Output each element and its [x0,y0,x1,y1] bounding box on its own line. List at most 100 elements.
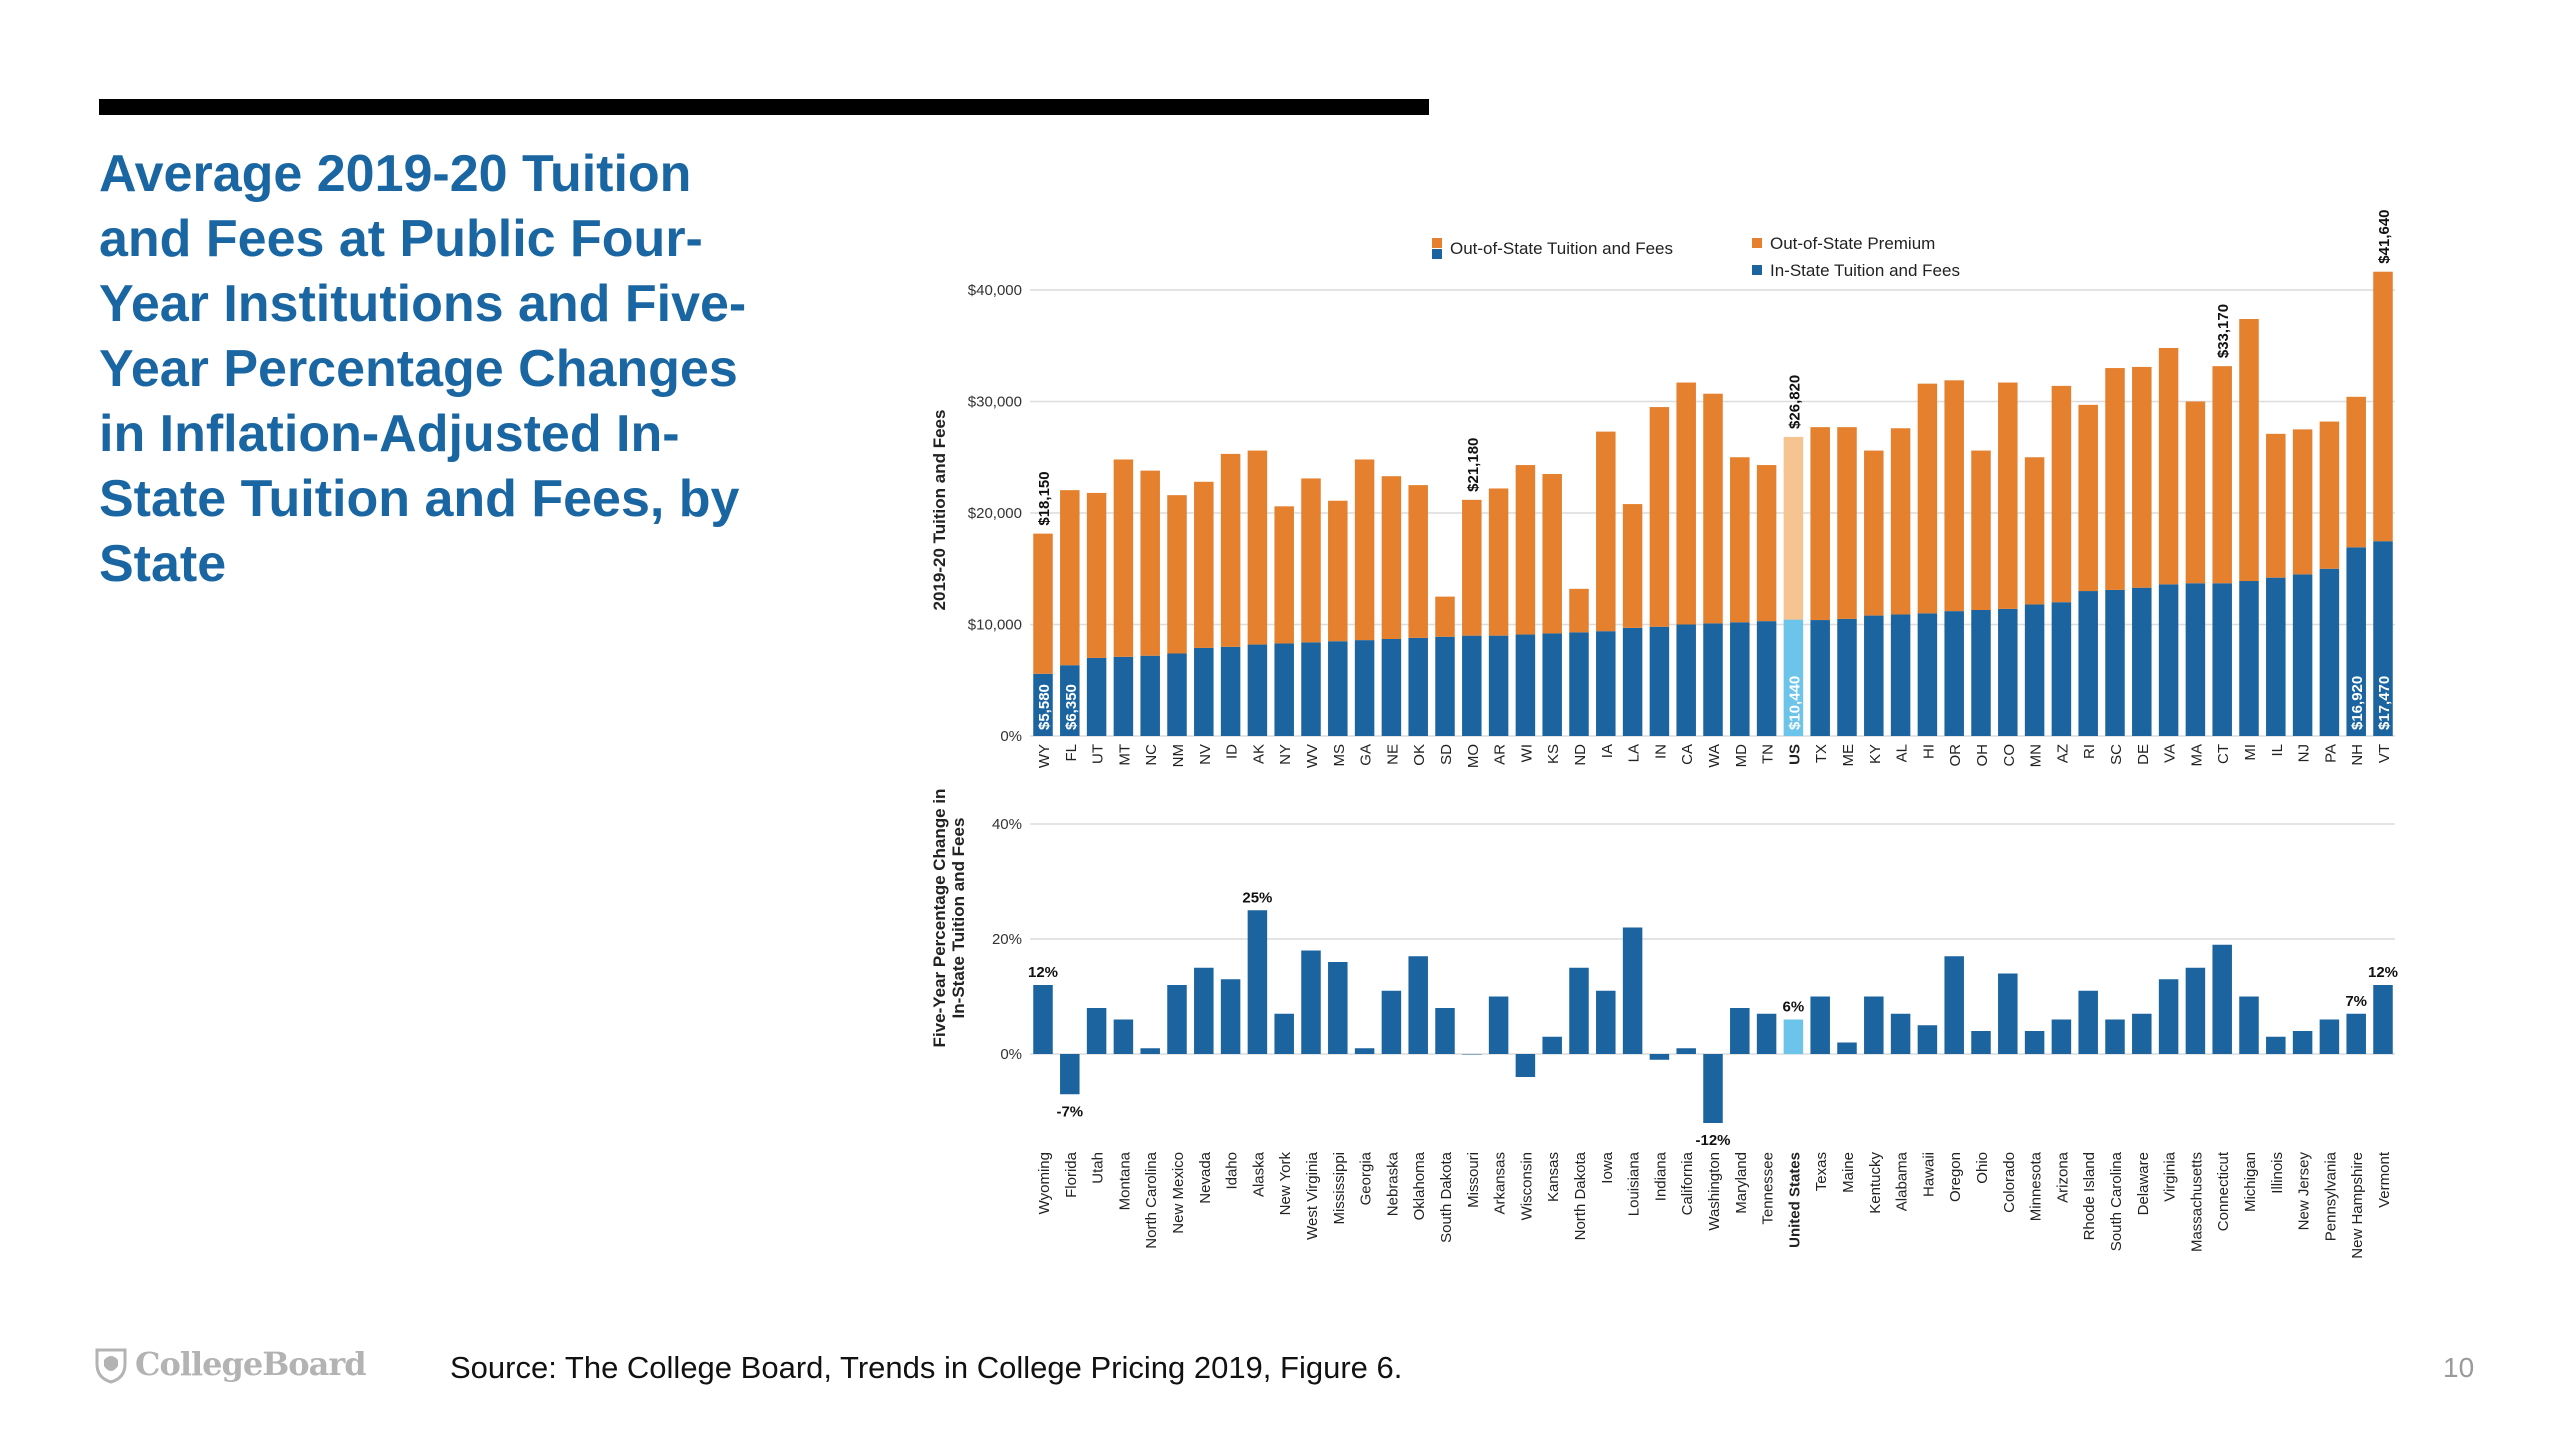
in-state-bar [1971,610,1991,736]
pct-change-bar [2239,996,2259,1054]
premium-bar [1033,533,1053,674]
pct-change-bar [1837,1042,1857,1054]
top-y-tick-label: 0% [1000,728,1022,745]
bottom-x-tick-label: Hawaii [1920,1152,1937,1197]
premium-bar [1703,393,1723,624]
top-x-tick-label: SC [2108,744,2125,765]
in-state-bar [1703,623,1723,736]
top-x-tick-label: IA [1599,744,1616,758]
in-state-data-label: $5,580 [1036,684,1053,730]
top-x-tick-label: ME [1840,744,1857,767]
pct-change-bar [1194,967,1214,1054]
top-x-tick-label: WI [1518,744,1535,762]
premium-bar [1247,450,1268,645]
bottom-x-tick-label: California [1679,1151,1696,1215]
in-state-bar [1944,611,1964,736]
top-x-tick-label: WY [1036,744,1053,768]
top-x-tick-label: AZ [2054,744,2071,763]
top-x-tick-label: CT [2215,744,2232,764]
in-state-data-label: $16,920 [2349,676,2366,730]
top-x-tick-label: NM [1170,744,1187,767]
top-x-tick-label: ID [1224,744,1241,759]
premium-bar [1890,428,1911,615]
top-y-tick-label: $20,000 [968,505,1022,522]
premium-bar [1167,495,1187,654]
in-state-bar [1113,656,1134,736]
premium-bar [1194,481,1214,648]
in-state-bar [1381,638,1402,736]
top-x-tick-label: AL [1894,744,1911,762]
bottom-x-tick-label: Wisconsin [1518,1152,1535,1220]
in-state-bar [1917,613,1938,736]
pct-change-bar [2105,1019,2125,1054]
premium-bar [1569,588,1589,633]
in-state-bar [2239,581,2259,736]
premium-bar [1756,465,1777,622]
in-state-bar [1274,643,1294,736]
premium-bar [1462,499,1482,636]
premium-bar [2373,271,2393,542]
pct-change-bar [2292,1031,2313,1054]
premium-bar [1810,427,1830,621]
premium-bar [1596,431,1616,632]
in-state-bar [1033,673,1053,736]
legend-label-out-of-state: Out-of-State Tuition and Fees [1450,239,1673,258]
bottom-x-tick-label: South Carolina [2108,1151,2125,1251]
premium-bar [1086,492,1107,658]
premium-bar [2292,429,2313,575]
bottom-y-axis-label-line-1: Five-Year Percentage Change in [930,789,949,1048]
bottom-x-tick-label: Michigan [2242,1152,2259,1212]
total-data-label: $26,820 [1786,375,1803,429]
top-y-axis-label: 2019-20 Tuition and Fees [930,410,949,611]
top-x-tick-label: KY [1867,744,1884,764]
premium-bar [1837,427,1857,619]
premium-bar [2078,404,2098,592]
top-rule [99,99,1429,115]
pct-change-bar [1676,1048,1696,1054]
in-state-bar [1569,632,1589,736]
pct-change-bar [1756,1013,1777,1054]
pct-data-label: 6% [1783,999,1805,1016]
top-x-tick-label: MA [2188,744,2205,767]
in-state-bar [1998,608,2018,736]
bottom-x-tick-label: Connecticut [2215,1151,2232,1231]
in-state-data-label: $6,350 [1063,684,1080,730]
top-x-tick-label: NE [1384,744,1401,765]
bottom-x-tick-label: Utah [1090,1152,1107,1184]
premium-bar [1649,407,1670,627]
premium-bar [1971,450,1991,611]
top-x-tick-label: US [1786,744,1803,765]
premium-bar [2319,421,2340,569]
in-state-bar [2346,547,2366,736]
pct-change-bar [1542,1036,1562,1054]
pct-change-bar [1033,985,1053,1054]
pct-change-bar [1247,910,1268,1054]
premium-bar [1274,506,1294,644]
top-x-tick-label: DE [2135,744,2152,765]
in-state-bar [2292,574,2313,736]
pct-change-bar [1381,990,1402,1054]
pct-change-bar [1060,1054,1080,1095]
top-x-tick-label: GA [1358,744,1375,766]
pct-data-label: 12% [1028,964,1058,981]
bottom-x-tick-label: Alaska [1250,1151,1267,1197]
top-x-tick-label: TX [1813,744,1830,763]
bottom-x-tick-label: Wyoming [1036,1152,1053,1214]
pct-change-bar [1140,1048,1160,1054]
in-state-bar [1676,624,1696,736]
pct-change-bar [1220,979,1241,1054]
pct-change-bar [1622,927,1643,1054]
legend-swatch-premium [1752,238,1762,248]
top-x-tick-label: CO [2001,744,2018,767]
in-state-bar [1890,614,1911,736]
bottom-x-tick-label: Minnesota [2028,1151,2045,1221]
premium-bar [1113,459,1134,657]
premium-bar [1998,382,2018,609]
acorn-icon [95,1348,127,1384]
premium-bar [2105,368,2125,590]
bottom-x-tick-label: Florida [1063,1151,1080,1198]
in-state-bar [2319,568,2340,736]
pct-data-label: -7% [1056,1103,1083,1120]
premium-bar [2239,318,2259,582]
bottom-x-tick-label: Virginia [2162,1151,2179,1201]
